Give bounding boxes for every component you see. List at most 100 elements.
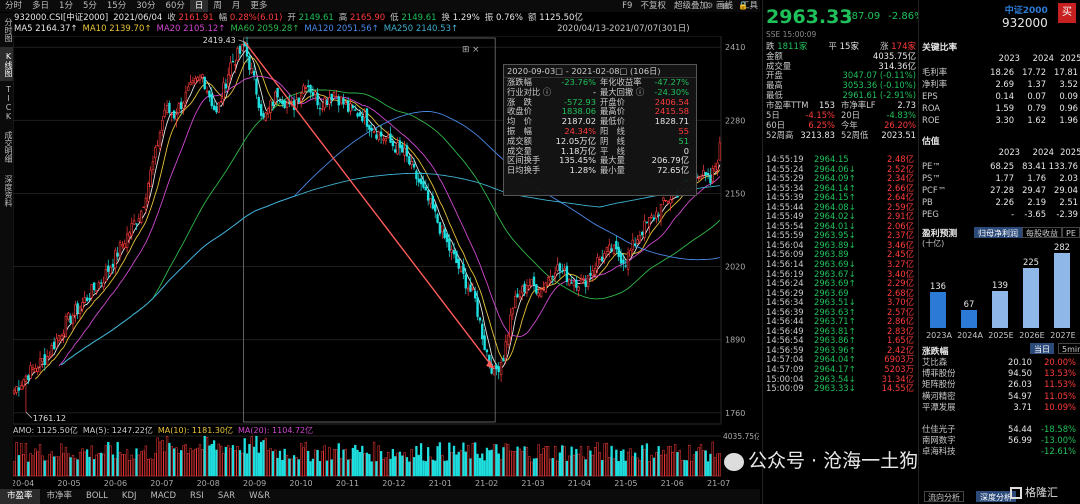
indicator-tab-1[interactable]: 市净率 [46, 491, 73, 501]
forecast-tab-1[interactable]: 每股收益 [1022, 227, 1062, 238]
mover-row[interactable]: 卓海科技 -12.61% [922, 446, 1078, 457]
mover-row[interactable]: 平潭发展 3.71 10.09% [922, 402, 1078, 413]
candle [182, 100, 185, 115]
ratio-value: 1.96 [1059, 115, 1078, 125]
forecast-unit: (十亿) [922, 239, 945, 248]
period-toolbar: 分时 多日 1分 5分 15分 30分 60分日周月更多 [0, 0, 760, 12]
volume-bar [149, 458, 152, 477]
indicator-tab-3[interactable]: KDJ [121, 491, 137, 501]
period-tab-0[interactable]: 分时 [5, 1, 23, 11]
volume-bar [60, 443, 63, 477]
volume-bar [142, 450, 145, 477]
quote-label: 金额 [766, 51, 783, 61]
indicator-tab-6[interactable]: SAR [217, 491, 236, 501]
mover-pct: -12.61% [1041, 446, 1076, 457]
mover-row[interactable]: 横河精密 54.97 11.05% [922, 391, 1078, 402]
period-tab-1[interactable]: 多日 [32, 1, 50, 11]
mover-row[interactable]: 艾比森 20.10 20.00% [922, 357, 1078, 368]
candle [302, 83, 305, 95]
popup-cell: 区间换手 135.45% [507, 156, 600, 166]
period-tab-10[interactable]: 更多 [250, 1, 268, 11]
left-nav-tab-0[interactable]: 分时图 [4, 18, 13, 42]
mover-row[interactable]: 矩阵股份 26.03 11.53% [922, 379, 1078, 390]
grid-icon[interactable]: ▦ [722, 1, 730, 10]
buy-button[interactable]: 买 [1058, 3, 1076, 23]
candle [419, 172, 423, 191]
left-nav-tab-3[interactable]: 成交明细 [4, 131, 13, 163]
valuation-value: 1.77 [995, 173, 1015, 183]
volume-bar [295, 457, 298, 477]
period-tab-3[interactable]: 5分 [82, 1, 97, 11]
mover-row[interactable]: 南网数字 56.99 -13.00% [922, 435, 1078, 446]
tick-list[interactable]: 14:55:19 2964.15 2.48亿 14:55:24 2964.06↓ 2.52… [766, 154, 918, 394]
movers-tab-0[interactable]: 当日 [1030, 343, 1054, 354]
popup-pin-icon[interactable]: ⊞ [462, 45, 470, 55]
valuation-row: PS™ 1.77 1.76 2.03 [922, 172, 1078, 184]
interval-stats-popup[interactable]: 2020-09-03□ - 2021-02-08□ (106日) 涨跌幅 -23.… [503, 64, 697, 196]
lock-icon[interactable]: 🔒 [738, 1, 748, 10]
candlestick-chart[interactable]: 2410 2280 2150 2020 1890 1760 2419.43 1761.12 20… [13, 36, 759, 488]
left-nav-tab-1[interactable]: K线图 [0, 47, 13, 81]
left-nav-tab-2[interactable]: TICK [4, 85, 13, 121]
candle [610, 243, 613, 253]
x-tick-label: 20-11 [336, 479, 359, 488]
volume-bar [90, 445, 93, 477]
popup-value: 1828.71 [654, 116, 689, 127]
period-tab-7[interactable]: 日 [189, 0, 209, 12]
period-tab-5[interactable]: 30分 [136, 1, 156, 11]
analysis-tab-0[interactable]: 流向分析 [924, 491, 964, 502]
volume-bar [163, 451, 166, 477]
candle [318, 102, 322, 116]
popup-cell: 涨 跌 -572.93 [507, 97, 600, 108]
volume-bar [412, 457, 416, 477]
volume-bar [506, 444, 510, 477]
indicator-tab-2[interactable]: BOLL [86, 491, 108, 501]
analysis-tab-1[interactable]: 深度分析 [976, 491, 1016, 502]
mover-row[interactable]: 仕佳光子 54.44 -18.58% [922, 424, 1078, 435]
volume-bar [544, 445, 547, 477]
period-tab-8[interactable]: 周 [213, 1, 222, 11]
mover-row[interactable]: 博菲股份 94.50 13.53% [922, 368, 1078, 379]
candle [210, 86, 213, 109]
forecast-tab-2[interactable]: PE [1062, 227, 1080, 238]
candle [187, 82, 190, 91]
x-tick-label: 20-12 [382, 479, 405, 488]
ma250-legend: MA250 2140.53↑ [383, 24, 459, 34]
period-tab-6[interactable]: 60分 [165, 1, 185, 11]
ratio-row: EPS 0.14 0.07 0.09 [922, 90, 1078, 102]
period-tab-2[interactable]: 1分 [59, 1, 73, 11]
candle [31, 364, 35, 374]
popup-label: 最大回撤 ⓘ [600, 86, 645, 97]
range-selection-box[interactable] [243, 37, 496, 423]
candle [24, 374, 28, 413]
volume-bar [210, 443, 213, 477]
ma60-line [60, 89, 721, 366]
indicator-tab-5[interactable]: RSI [190, 491, 204, 501]
close-label: 收 [167, 13, 176, 23]
movers-tab-1[interactable]: 5min [1058, 343, 1080, 354]
left-nav-tab-4[interactable]: 深度资料 [4, 175, 13, 207]
period-tab-9[interactable]: 月 [231, 1, 241, 11]
popup-close-icon[interactable]: × [472, 45, 480, 55]
candle [474, 286, 477, 303]
volume-bar [655, 452, 658, 477]
volume-bar [589, 450, 592, 477]
indicator-tab-0[interactable]: 市盈率 [0, 489, 40, 504]
candle [255, 77, 258, 100]
last-price: 2963.33 [766, 6, 853, 28]
settings-icon[interactable]: ⚙ [706, 1, 714, 10]
indicator-tab-4[interactable]: MACD [150, 491, 176, 501]
volume-bar [137, 454, 140, 477]
period-tab-4[interactable]: 15分 [106, 1, 127, 11]
tick-time: 14:56:29 [766, 287, 804, 298]
volume-bar [130, 454, 133, 477]
candle [372, 127, 376, 134]
indicator-tab-7[interactable]: W&R [249, 491, 271, 501]
mover-pct: -13.00% [1041, 435, 1076, 446]
popup-label: 最低价 [600, 116, 625, 127]
toolbar-right: F9 不复权 超级叠加 画线 工具 [622, 0, 758, 12]
tick-row: 14:55:44 2964.08↓ 2.59亿 [766, 202, 918, 213]
volume-bar [172, 448, 176, 477]
x-tick-label: 20-05 [57, 479, 80, 488]
forecast-tab-0[interactable]: 归母净利润 [974, 227, 1022, 238]
